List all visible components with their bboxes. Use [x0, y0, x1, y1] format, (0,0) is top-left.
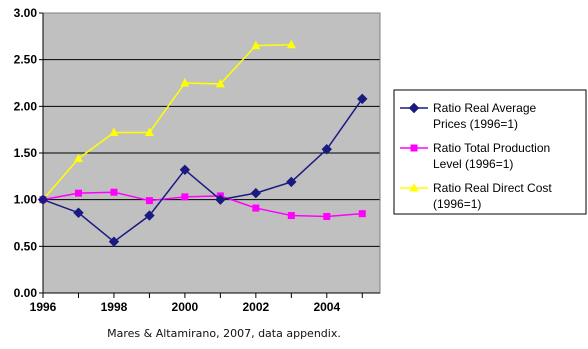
x-tick-label: 2000 [172, 300, 199, 314]
data-point [109, 127, 119, 136]
y-tick-label: 3.00 [14, 6, 38, 20]
y-axis-tick-labels: 0.00 0.50 1.00 1.50 2.00 2.50 3.00 [14, 6, 38, 300]
x-tick-label: 1996 [30, 300, 57, 314]
data-point [215, 78, 225, 88]
data-point [215, 194, 226, 205]
series-line [42, 43, 292, 201]
legend-label: Ratio Real Direct Cost [433, 181, 552, 195]
series-line [42, 191, 363, 218]
x-axis-tick-labels: 1996 1998 2000 2002 2004 [30, 300, 341, 314]
series-1 [37, 93, 368, 247]
x-tick-label: 2004 [313, 300, 340, 314]
legend-box [393, 89, 587, 215]
data-point [250, 187, 262, 199]
data-point [252, 204, 260, 212]
y-tick-label: 2.50 [14, 53, 38, 67]
series-3 [38, 39, 296, 204]
data-point [144, 127, 154, 136]
x-tick-label: 2002 [242, 300, 269, 314]
data-point [145, 197, 153, 205]
data-point [73, 207, 84, 218]
legend-label: Ratio Total Production [433, 141, 550, 155]
x-tick-label: 1998 [101, 300, 128, 314]
legend-swatch-marker [408, 102, 420, 114]
legend-entry-1: Ratio Real Average Prices (1996=1) [400, 101, 537, 131]
data-point [73, 153, 83, 163]
legend: Ratio Real Average Prices (1996=1) Ratio T… [393, 89, 587, 215]
data-point [144, 210, 155, 221]
y-tick-label: 1.00 [14, 193, 38, 207]
y-tick-label: 1.50 [14, 146, 38, 160]
data-point [74, 189, 82, 197]
source-caption: Mares & Altamirano, 2007, data appendix. [107, 327, 341, 340]
line-chart: 0.00 0.50 1.00 1.50 2.00 2.50 3.00 1996 1998 200… [14, 6, 587, 314]
data-point [108, 236, 120, 247]
data-point [251, 40, 261, 50]
data-point [286, 176, 297, 188]
data-point [181, 193, 189, 201]
legend-label: Level (1996=1) [433, 157, 513, 171]
data-point [179, 164, 191, 176]
data-point [358, 210, 366, 218]
legend-label: Ratio Real Average [433, 101, 537, 115]
data-point [37, 194, 49, 205]
y-tick-label: 2.00 [14, 99, 38, 113]
y-tick-label: 0.50 [14, 239, 38, 253]
legend-label: (1996=1) [433, 197, 481, 211]
legend-entry-2: Ratio Total Production Level (1996=1) [400, 141, 550, 171]
data-point [180, 78, 190, 87]
data-point [286, 39, 296, 49]
y-tick-label: 0.00 [14, 286, 38, 300]
legend-swatch-marker [409, 183, 419, 192]
data-point [287, 212, 295, 220]
series-layer [37, 39, 368, 247]
series-line [42, 98, 363, 243]
data-point [110, 188, 118, 196]
legend-label: Prices (1996=1) [433, 117, 518, 131]
axes [42, 12, 381, 294]
legend-entry-3: Ratio Real Direct Cost (1996=1) [400, 181, 552, 211]
legend-swatch-marker [410, 144, 418, 152]
data-point [323, 212, 331, 220]
data-point [357, 93, 368, 105]
data-point [321, 144, 332, 155]
